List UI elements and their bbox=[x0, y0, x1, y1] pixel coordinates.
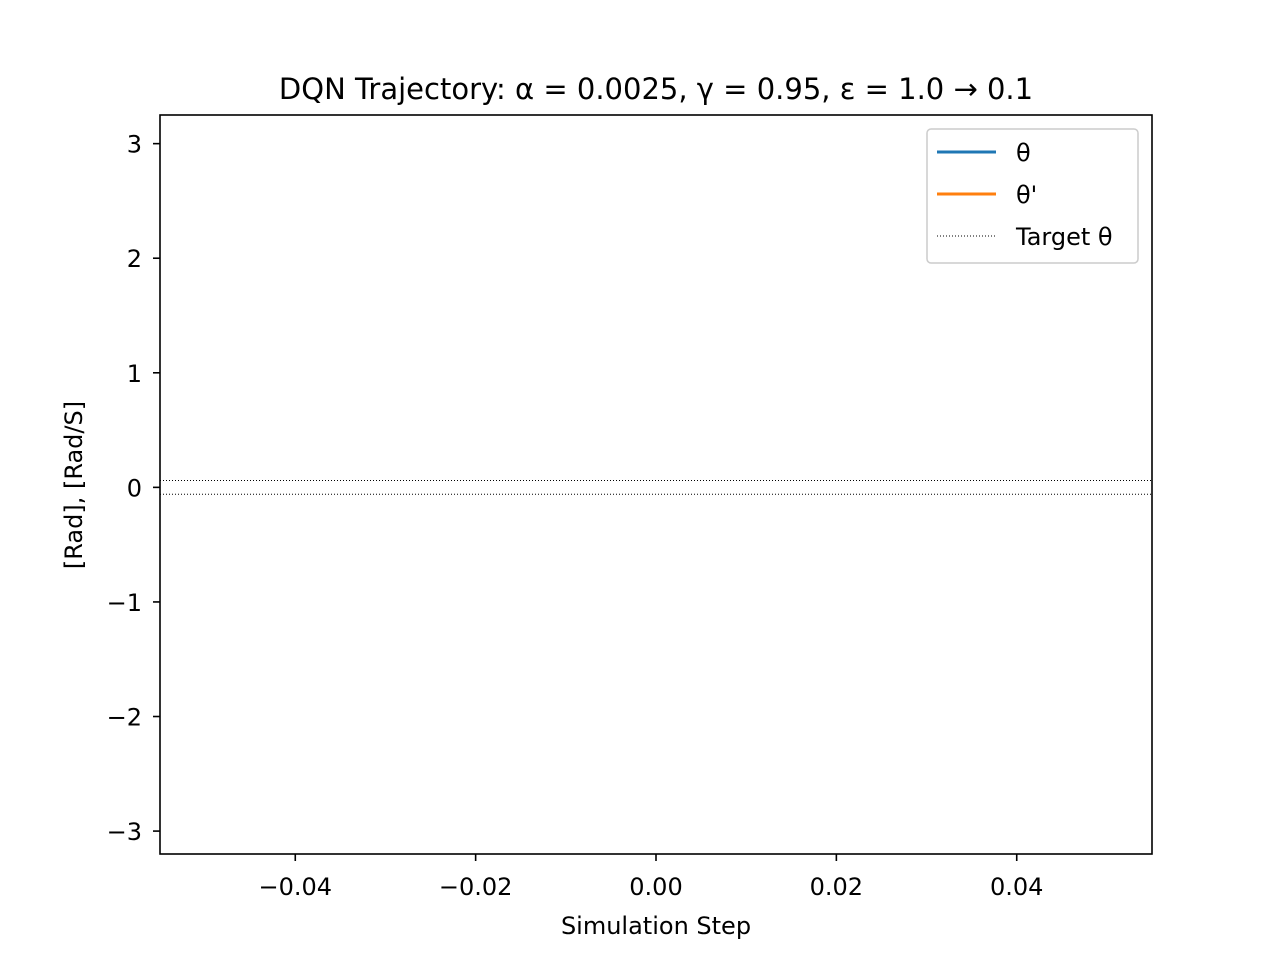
y-tick-label: −1 bbox=[107, 589, 142, 617]
legend-label-theta: θ bbox=[1016, 139, 1031, 167]
x-tick-label: 0.04 bbox=[990, 873, 1043, 901]
y-tick-label: −3 bbox=[107, 818, 142, 846]
y-tick-label: −2 bbox=[107, 704, 142, 732]
y-axis: 3 2 1 0 −1 −2 −3 bbox=[107, 131, 160, 846]
y-tick-label: 0 bbox=[127, 474, 142, 502]
x-tick-label: −0.04 bbox=[258, 873, 332, 901]
y-axis-label: [Rad], [Rad/S] bbox=[60, 401, 88, 569]
y-tick-label: 3 bbox=[127, 131, 142, 159]
x-axis-label: Simulation Step bbox=[561, 912, 751, 940]
y-tick-label: 2 bbox=[127, 245, 142, 273]
legend-label-theta-dot: θ' bbox=[1016, 181, 1037, 209]
x-tick-label: 0.00 bbox=[629, 873, 682, 901]
chart-title: DQN Trajectory: α = 0.0025, γ = 0.95, ε … bbox=[279, 72, 1033, 106]
x-axis: −0.04 −0.02 0.00 0.02 0.04 bbox=[258, 854, 1043, 901]
y-tick-label: 1 bbox=[127, 360, 142, 388]
x-tick-label: 0.02 bbox=[810, 873, 863, 901]
legend-label-target: Target θ bbox=[1015, 223, 1113, 251]
legend: θ θ' Target θ bbox=[926, 128, 1139, 264]
legend-box bbox=[926, 128, 1139, 264]
x-tick-label: −0.02 bbox=[439, 873, 513, 901]
plot-area bbox=[160, 479, 1152, 495]
